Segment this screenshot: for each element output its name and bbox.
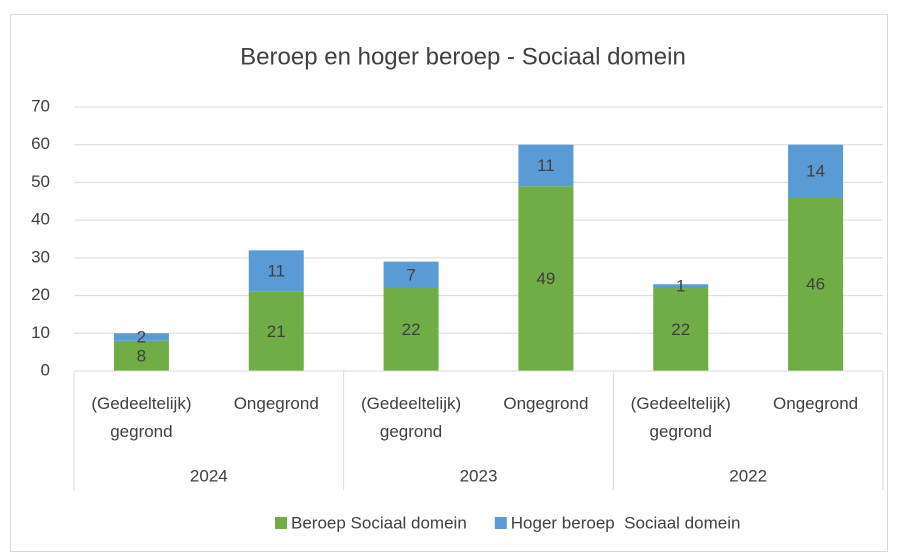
x-tick-label: (Gedeeltelijk) gegrond (630, 394, 731, 441)
chart-border (10, 14, 888, 552)
data-label: 14 (806, 162, 825, 181)
y-tick-label: 60 (31, 134, 50, 153)
group-label: 2022 (729, 466, 767, 485)
y-tick-label: 50 (31, 172, 50, 191)
data-label: 22 (402, 320, 421, 339)
data-label: 8 (137, 346, 146, 365)
bar-segment (248, 250, 304, 292)
data-label: 7 (406, 265, 415, 284)
bar-segment (788, 144, 844, 198)
y-tick-label: 10 (31, 323, 50, 342)
legend-swatch (494, 517, 507, 529)
data-label: 21 (267, 322, 286, 341)
bar-segment (248, 291, 304, 371)
data-label: 49 (536, 269, 555, 288)
bar-segment (383, 261, 439, 289)
chart-title: Beroep en hoger beroep - Sociaal domein (240, 43, 686, 70)
bar-segment (518, 186, 574, 371)
x-tick-label: (Gedeeltelijk) gegrond (361, 394, 462, 441)
y-tick-label: 0 (41, 360, 50, 379)
y-tick-label: 40 (31, 210, 50, 229)
data-label: 11 (267, 262, 285, 281)
data-label: 2 (137, 328, 146, 347)
bar-segment (518, 144, 574, 187)
bar-segment (653, 284, 709, 289)
y-tick-label: 70 (31, 96, 50, 115)
legend-swatch (275, 517, 287, 529)
data-label: 1 (676, 277, 685, 296)
bar-segment (383, 288, 439, 371)
bar-segment (113, 333, 169, 341)
y-tick-label: 30 (31, 247, 50, 266)
legend-label: Beroep Sociaal domein (291, 513, 467, 532)
data-label: 22 (671, 320, 690, 339)
y-tick-label: 20 (31, 285, 50, 304)
x-tick-label: Ongegrond (773, 394, 859, 413)
data-label: 11 (537, 156, 555, 175)
x-tick-label: Ongegrond (503, 394, 589, 413)
bar-segment (653, 288, 709, 371)
group-label: 2023 (460, 466, 498, 485)
legend-label: Hoger beroep Sociaal domein (511, 513, 741, 532)
data-label: 46 (806, 275, 825, 294)
bar-segment (113, 340, 169, 371)
x-tick-label: (Gedeeltelijk) gegrond (91, 394, 192, 441)
group-label: 2024 (190, 466, 228, 485)
x-tick-label: Ongegrond (233, 394, 319, 413)
bar-segment (788, 197, 844, 371)
